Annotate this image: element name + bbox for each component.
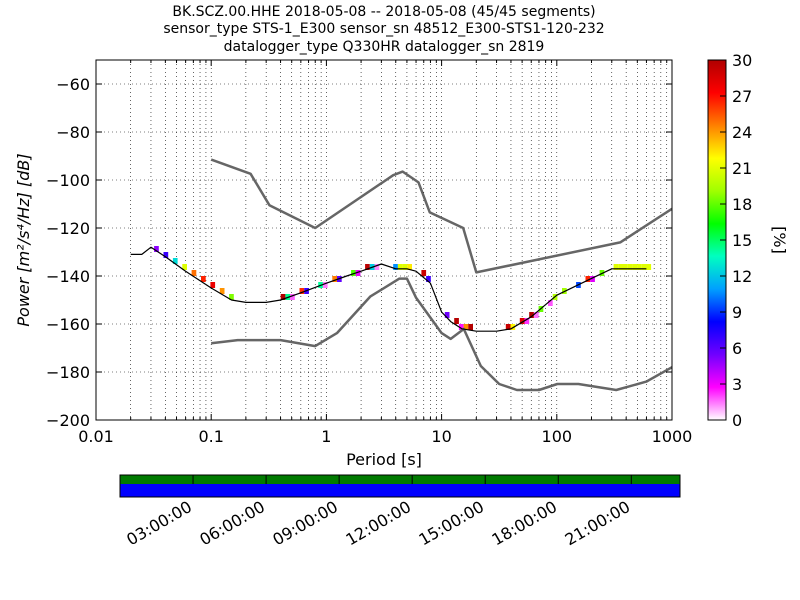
colorbar-label-text: [%] — [770, 226, 789, 254]
y-axis-label: Power [m²/s⁴/Hz] [dB] — [14, 153, 33, 326]
x-tick-label: 1000 — [652, 427, 693, 446]
x-tick-label: 10 — [431, 427, 451, 446]
colorbar-tick-label: 21 — [732, 159, 752, 178]
chart-title: BK.SCZ.00.HHE 2018-05-08 -- 2018-05-08 (… — [163, 4, 604, 55]
title-line-1: BK.SCZ.00.HHE 2018-05-08 -- 2018-05-08 (… — [172, 4, 595, 20]
y-tick-label: −140 — [46, 267, 90, 286]
plot-area — [96, 60, 672, 420]
heatmap-cell — [210, 282, 215, 288]
timeline-tick-label: 12:00:00 — [342, 497, 414, 549]
x-tick-label: 100 — [542, 427, 573, 446]
title-line-3: datalogger_type Q330HR datalogger_sn 281… — [224, 39, 545, 55]
heatmap-cell — [454, 318, 459, 324]
colorbar-tick-label: 24 — [732, 123, 752, 142]
y-tick-label: −100 — [46, 171, 90, 190]
heatmap-cell — [421, 270, 426, 276]
timeline-tick-label: 03:00:00 — [123, 497, 195, 549]
y-tick-label: −200 — [46, 411, 90, 430]
timeline-tick-label: 09:00:00 — [269, 497, 341, 549]
colorbar-tick-label: 9 — [732, 303, 742, 322]
y-tick-label: −80 — [56, 123, 90, 142]
colorbar-tick-label: 0 — [732, 411, 742, 430]
colorbar-tick-label: 12 — [732, 267, 752, 286]
timeline-tick-label: 21:00:00 — [562, 497, 634, 549]
x-axis-label: Period [s] — [346, 450, 422, 469]
colorbar-tick-label: 18 — [732, 195, 752, 214]
title-line-2: sensor_type STS-1_E300 sensor_sn 48512_E… — [163, 21, 604, 37]
timeline-tick-label: 18:00:00 — [489, 497, 561, 549]
timeline-tick-label: 06:00:00 — [196, 497, 268, 549]
colorbar-tick-label: 6 — [732, 339, 742, 358]
colorbar-tick-label: 3 — [732, 375, 742, 394]
psd-figure: BK.SCZ.00.HHE 2018-05-08 -- 2018-05-08 (… — [0, 0, 800, 600]
colorbar-label: [%] — [770, 226, 789, 254]
y-axis-label-text: Power [m²/s⁴/Hz] [dB] — [14, 153, 33, 326]
heatmap-cell — [646, 264, 651, 270]
y-tick-label: −60 — [56, 75, 90, 94]
colorbar-tick-label: 30 — [732, 51, 752, 70]
y-tick-label: −120 — [46, 219, 90, 238]
x-tick-label: 1 — [321, 427, 331, 446]
timeline-bar-top — [120, 475, 680, 484]
y-tick-label: −180 — [46, 363, 90, 382]
heatmap-cell — [468, 324, 473, 330]
y-tick-label: −160 — [46, 315, 90, 334]
timeline-tick-label: 15:00:00 — [415, 497, 487, 549]
colorbar-tick-label: 15 — [732, 231, 752, 250]
timeline-bar-bottom — [120, 484, 680, 497]
x-tick-label: 0.1 — [198, 427, 223, 446]
colorbar-tick-label: 27 — [732, 87, 752, 106]
